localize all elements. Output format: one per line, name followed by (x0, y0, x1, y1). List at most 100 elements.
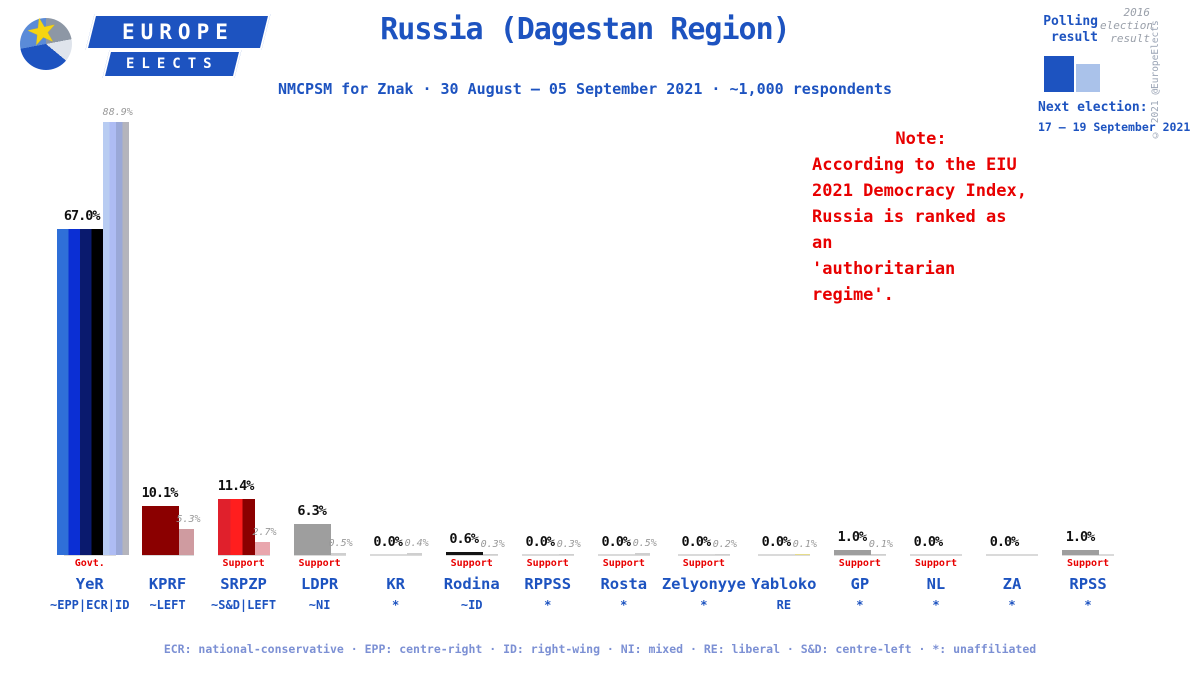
party-column: 1.0% 0.1% Support GP * (822, 107, 898, 612)
legend-polling-label: Polling result (1043, 14, 1098, 45)
party-bars: 1.0% (1050, 107, 1126, 556)
party-column: 0.0% 0.4% KR * (358, 107, 434, 612)
election-result-bar (178, 529, 194, 555)
pie-logo-icon (20, 18, 72, 70)
baseline-tick (369, 554, 422, 556)
baseline-tick (833, 554, 886, 556)
party-name: Rodina (443, 575, 500, 593)
party-status-tag: Govt. (74, 558, 105, 569)
polling-percent-label: 0.0% (373, 534, 402, 550)
note-line: 2021 Democracy Index, (812, 181, 1027, 201)
party-status-tag: Support (914, 558, 957, 569)
polling-percent-label: 0.0% (761, 534, 791, 550)
party-name: YeR (75, 575, 104, 593)
election-percent-label: 0.2% (712, 538, 737, 550)
party-status-tag: Support (682, 558, 725, 569)
party-affiliation: * (1084, 598, 1092, 612)
polling-percent-label: 0.0% (601, 534, 631, 550)
party-name: Yabloko (751, 575, 817, 593)
election-percent-label: 5.3% (176, 514, 201, 526)
party-status-tag: Support (298, 558, 341, 569)
party-column: 0.0% ZA * (974, 107, 1050, 612)
election-percent-label: 0.3% (480, 538, 505, 550)
party-bars: 0.6% 0.3% (434, 107, 510, 556)
party-bars: 0.0% 0.2% (662, 107, 746, 556)
polling-percent-label: 0.0% (989, 534, 1019, 550)
party-affiliation: ~EPP|ECR|ID (50, 598, 130, 612)
party-status-tag (164, 558, 170, 571)
party-column: 0.0% Support NL * (898, 107, 974, 612)
baseline-tick (293, 554, 346, 556)
party-column: 1.0% Support RPSS * (1050, 107, 1126, 612)
party-affiliation: * (392, 598, 400, 612)
affiliation-key: ECR: national-conservative · EPP: centre… (163, 642, 1037, 656)
polling-percent-label: 1.0% (1065, 529, 1095, 546)
party-columns: 67.0% 88.9% Govt. YeR ~EPP|ECR|ID 10.1% … (50, 107, 1126, 612)
bar-chart: 67.0% 88.9% Govt. YeR ~EPP|ECR|ID 10.1% … (50, 107, 1126, 612)
note-line: Russia is ranked as an (812, 207, 1007, 253)
polling-result-bar (141, 505, 179, 555)
party-affiliation: * (1008, 598, 1016, 612)
party-bars: 0.0% 0.3% (510, 107, 586, 556)
election-result-bar (102, 122, 129, 555)
next-election-date: 17 – 19 September 2021 (1038, 120, 1191, 134)
party-bars: 0.0% 0.1% (746, 107, 822, 556)
party-affiliation: * (544, 598, 552, 612)
party-affiliation: RE (776, 598, 792, 612)
poll-subtitle: NMCPSM for Znak · 30 August – 05 Septemb… (277, 80, 893, 98)
logo-text-elects: ELECTS (125, 56, 219, 72)
party-affiliation: ~ID (460, 598, 483, 612)
party-bars: 6.3% 0.5% (282, 107, 358, 556)
polling-percent-label: 11.4% (217, 478, 255, 495)
party-status-tag: Support (526, 558, 569, 569)
polling-result-bar (293, 524, 331, 555)
baseline-tick (445, 554, 498, 556)
election-percent-label: 2.7% (252, 526, 277, 538)
polling-result-bar (217, 499, 255, 555)
party-bars: 10.1% 5.3% (129, 107, 205, 556)
party-column: 0.0% 0.2% Support Zelyonyye * (662, 107, 746, 612)
party-affiliation: * (856, 598, 864, 612)
party-status-tag: Support (602, 558, 645, 569)
election-percent-label: 88.9% (102, 107, 133, 119)
party-status-tag: Support (450, 558, 493, 569)
party-column: 6.3% 0.5% Support LDPR ~NI (282, 107, 358, 612)
election-percent-label: 0.5% (632, 537, 657, 549)
party-bars: 0.0% 0.4% (358, 107, 434, 556)
polling-result-bar (833, 550, 871, 555)
election-percent-label: 0.3% (556, 538, 581, 550)
party-status-tag: Support (838, 558, 881, 569)
election-percent-label: 0.5% (328, 537, 353, 549)
legend-election-label: 2016 election result (1100, 6, 1153, 45)
party-affiliation: * (700, 598, 708, 612)
election-result-bar (558, 553, 574, 555)
polling-percent-label: 1.0% (837, 529, 867, 546)
election-result-bar (254, 541, 270, 555)
party-bars: 0.0% 0.5% (586, 107, 662, 556)
party-column: 0.6% 0.3% Support Rodina ~ID (434, 107, 510, 612)
election-result-bar (870, 553, 886, 555)
baseline-tick (141, 554, 194, 556)
party-status-tag: Support (1066, 558, 1110, 569)
election-result-bar (330, 552, 346, 555)
baseline-tick (217, 554, 270, 556)
polling-percent-label: 0.0% (525, 534, 554, 550)
party-name: SRPZP (220, 575, 267, 593)
party-bars: 0.0% (974, 107, 1050, 556)
democracy-note: Note: According to the EIU 2021 Democrac… (812, 126, 1030, 308)
party-status-tag (781, 558, 787, 571)
polling-percent-label: 0.0% (913, 534, 943, 550)
polling-percent-label: 67.0% (63, 207, 101, 224)
election-result-bar (794, 553, 810, 555)
election-percent-label: 0.4% (404, 538, 429, 550)
party-bars: 1.0% 0.1% (822, 107, 898, 556)
party-name: KR (386, 575, 405, 593)
party-name: RPPSS (524, 575, 572, 593)
baseline-tick (521, 554, 574, 556)
party-name: GP (850, 575, 870, 593)
party-bars: 11.4% 2.7% (206, 107, 282, 556)
party-name: KPRF (148, 575, 187, 593)
polling-result-bar (445, 552, 483, 555)
party-column: 0.0% 0.3% Support RPPSS * (510, 107, 586, 612)
baseline-tick (677, 554, 730, 556)
